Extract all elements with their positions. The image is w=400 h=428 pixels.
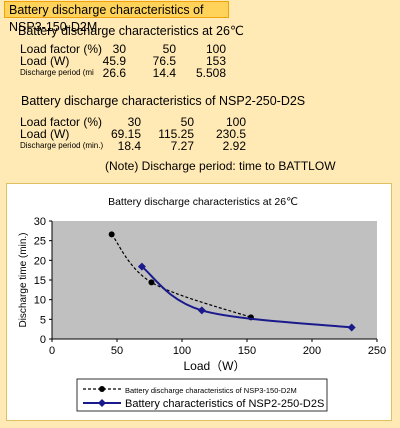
table2-row-label: Discharge period (min.) [20, 141, 104, 150]
table2-cell: 115.25 [158, 127, 194, 141]
series-2-point [347, 323, 356, 332]
table2-cell: 69.15 [110, 127, 141, 141]
series-1-point [108, 231, 115, 238]
table2-row-label: Load factor (%) [20, 115, 103, 129]
y-tick-label: 25 [34, 236, 46, 248]
note-text: (Note) Discharge period: time to BATTLOW [105, 159, 336, 173]
table2-cell: 50 [180, 115, 194, 129]
table1-cell: 100 [205, 42, 226, 56]
table1-row-label: Load (W) [20, 54, 70, 68]
discharge-chart: Battery discharge characteristics at 26℃… [18, 196, 386, 412]
table1-cell: 26.6 [102, 66, 126, 80]
table2-cell: 100 [225, 115, 246, 129]
header-title: Battery discharge characteristics of NSP… [4, 1, 229, 34]
y-tick-label: 5 [40, 314, 46, 326]
table2-cell: 2.92 [222, 139, 246, 153]
plot-area [52, 221, 377, 339]
series-2-point [137, 262, 146, 271]
table2-cell: 230.5 [215, 127, 246, 141]
series-1-point [148, 279, 155, 286]
y-tick-label: 20 [34, 255, 46, 267]
x-tick-label: 150 [238, 345, 256, 357]
legend-label: Battery characteristics of NSP2-250-D2S [125, 398, 324, 410]
y-tick-label: 30 [34, 216, 46, 228]
table2-row-label: Load (W) [20, 127, 70, 141]
table1-cell: 5.508 [195, 66, 226, 80]
legend-swatch-marker [98, 399, 106, 407]
table2-cell: 30 [127, 115, 141, 129]
chart-panel: Battery discharge characteristics at 26℃… [6, 183, 392, 421]
table1-row-discharge: Discharge period (mi 26.6 14.4 5.508 [20, 67, 240, 79]
legend-swatch-marker [99, 386, 105, 392]
table1-cell: 30 [112, 42, 126, 56]
y-tick-label: 0 [40, 334, 46, 346]
series-2-point [197, 306, 206, 315]
x-tick-label: 0 [49, 345, 55, 357]
table2-cell: 18.4 [117, 139, 141, 153]
x-tick-label: 200 [303, 345, 321, 357]
table1-cell: 50 [162, 42, 176, 56]
table2-cell: 7.27 [170, 139, 194, 153]
table1-row-load: Load (W) 45.9 76.5 153 [20, 55, 240, 67]
table1-cell: 45.9 [102, 54, 126, 68]
x-axis-label: Load（W） [183, 359, 245, 373]
chart-title: Battery discharge characteristics at 26℃ [108, 196, 298, 208]
y-axis-label: Discharge time (min.) [18, 232, 29, 327]
y-tick-label: 15 [34, 275, 46, 287]
table1: Load factor (%) 30 50 100 Load (W) 45.9 … [20, 43, 240, 79]
table1-row-label: Load factor (%) [20, 42, 103, 56]
table2-title: Battery discharge characteristics of NSP… [21, 94, 306, 108]
legend-label: Battery discharge characteristics of NSP… [125, 386, 297, 395]
series-2-line [141, 265, 352, 329]
table2-row-load-factor: Load factor (%) 30 50 100 [20, 115, 246, 129]
table2: Load factor (%) 30 50 100 Load (W) 69.15… [20, 115, 246, 153]
x-tick-label: 50 [111, 345, 123, 357]
table1-title: Battery discharge characteristics at 26℃ [18, 24, 244, 38]
table1-cell: 76.5 [152, 54, 176, 68]
table1-cell: 14.4 [152, 66, 176, 80]
table1-row-label: Discharge period (mi [20, 68, 94, 77]
legend-box [76, 378, 328, 412]
table2-row-discharge: Discharge period (min.) 18.4 7.27 2.92 [20, 139, 246, 153]
x-tick-label: 100 [173, 345, 191, 357]
series-1-line [111, 233, 252, 318]
y-tick-label: 10 [34, 295, 46, 307]
table2-row-load: Load (W) 69.15 115.25 230.5 [20, 127, 246, 141]
table1-row-load-factor: Load factor (%) 30 50 100 [20, 43, 240, 55]
x-tick-label: 250 [368, 345, 386, 357]
table1-cell: 153 [205, 54, 226, 68]
